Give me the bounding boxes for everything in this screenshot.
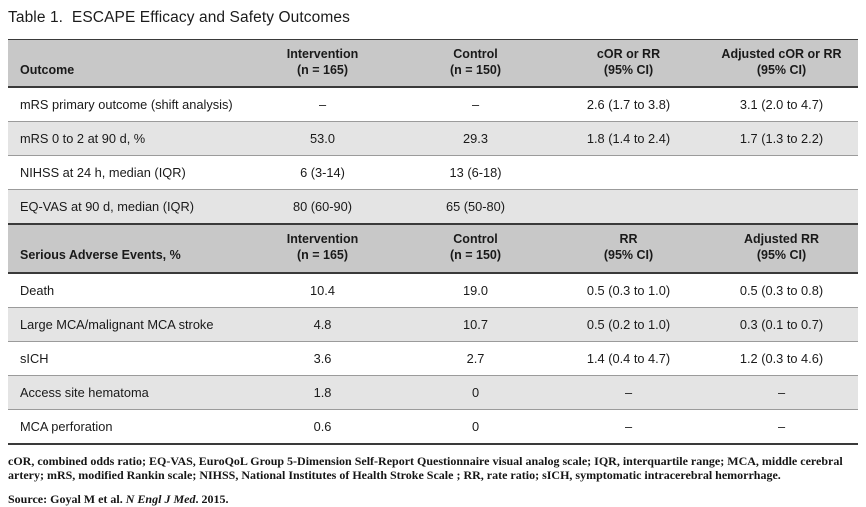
section-header-1: Serious Adverse Events, % Intervention (n … [8, 223, 858, 274]
value-cell: – [471, 97, 480, 113]
outcome-cell: EQ-VAS at 90 d, median (IQR) [8, 189, 246, 225]
value-cell: 3.1 (2.0 to 4.7) [739, 97, 824, 113]
column-header: Intervention (n = 165) [246, 39, 399, 89]
source-suffix: . 2015. [195, 491, 229, 506]
table-row: NIHSS at 24 h, median (IQR) 6 (3-14) 13 (6… [8, 155, 858, 190]
value-cell: 10.7 [399, 306, 552, 341]
value-cell: 10.4 [310, 282, 335, 298]
value-cell: 2.7 [399, 340, 552, 375]
table-row: EQ-VAS at 90 d, median (IQR) 80 (60-90) 65… [8, 189, 858, 225]
value-cell: – [552, 374, 705, 409]
escape-outcomes-table: Outcome Intervention (n = 165) Control (n = … [8, 39, 858, 445]
value-cell: 1.7 (1.3 to 2.2) [705, 121, 858, 156]
table-row: sICH 3.6 2.7 1.4 (0.4 to 4.7) 1.2 (0.3 to 4.… [8, 340, 858, 375]
column-header: Adjusted cOR or RR (95% CI) [705, 39, 858, 89]
value-cell: – [318, 97, 327, 113]
value-cell [705, 189, 858, 225]
column-header: cOR or RR (95% CI) [552, 39, 705, 89]
value-cell [705, 155, 858, 190]
value-cell: 53.0 [246, 121, 399, 156]
column-header: Control (n = 150) [399, 223, 552, 274]
column-header: Outcome [8, 39, 246, 89]
outcome-cell: MCA perforation [8, 408, 246, 444]
column-header: Serious Adverse Events, % [8, 223, 246, 274]
source-line: Source: Goyal M et al. N Engl J Med. 201… [8, 492, 858, 507]
table-row: MCA perforation 0.6 0– – [8, 408, 858, 444]
section-header-row: Outcome Intervention (n = 165) Control (n = … [8, 39, 858, 89]
column-header: Adjusted RR (95% CI) [705, 223, 858, 274]
value-cell: 1.2 (0.3 to 4.6) [705, 340, 858, 375]
table-title: Table 1. ESCAPE Efficacy and Safety Outc… [8, 9, 350, 26]
value-cell: 2.6 (1.7 to 3.8) [586, 97, 671, 113]
value-cell: 1.8 [246, 374, 399, 409]
value-cell: 29.3 [399, 121, 552, 156]
value-cell: 13 (6-18) [399, 155, 552, 190]
section-header-0: Outcome Intervention (n = 165) Control (n = … [8, 39, 858, 89]
value-cell: 4.8 [246, 306, 399, 341]
value-cell: 0 [399, 408, 552, 444]
value-cell: 0 [399, 374, 552, 409]
value-cell: 1.4 (0.4 to 4.7) [552, 340, 705, 375]
value-cell: 0.6 [246, 408, 399, 444]
outcome-cell: Death [20, 282, 55, 298]
section-header-row: Serious Adverse Events, % Intervention (n … [8, 223, 858, 274]
outcome-cell: Large MCA/malignant MCA stroke [8, 306, 246, 341]
value-cell: – [552, 408, 705, 444]
value-cell: 6 (3-14) [246, 155, 399, 190]
column-header: Intervention (n = 165) [246, 223, 399, 274]
table-row: mRS 0 to 2 at 90 d, % 53.0 29.3 1.8 (1.4 to… [8, 121, 858, 156]
value-cell: 0.5 (0.2 to 1.0) [552, 306, 705, 341]
abbreviations-footnote: cOR, combined odds ratio; EQ-VAS, EuroQo… [8, 453, 843, 483]
value-cell: 0.5 (0.3 to 0.8) [739, 282, 824, 298]
outcome-cell: sICH [8, 340, 246, 375]
outcome-cell: Access site hematoma [8, 374, 246, 409]
value-cell: 80 (60-90) [246, 189, 399, 225]
value-cell: 0.3 (0.1 to 0.7) [705, 306, 858, 341]
outcome-cell: mRS primary outcome (shift analysis) [20, 97, 233, 113]
outcome-cell: NIHSS at 24 h, median (IQR) [8, 155, 246, 190]
value-cell: – [705, 408, 858, 444]
section-body-0: mRS primary outcome (shift analysis) – – 2.… [8, 87, 858, 225]
source-journal: N Engl J Med [125, 491, 196, 506]
column-header: Control (n = 150) [399, 39, 552, 89]
value-cell [552, 189, 705, 225]
source-prefix: Source: Goyal M et al. [8, 491, 126, 506]
outcome-cell: mRS 0 to 2 at 90 d, % [8, 121, 246, 156]
table-row: Access site hematoma 1.8 0– – [8, 374, 858, 409]
value-cell: 19.0 [463, 282, 488, 298]
section-body-1: Death 10.4 19.0 0.5 (0.3 to 1.0) 0.5 (0.3 to… [8, 273, 858, 444]
table-row: Large MCA/malignant MCA stroke 4.8 10.7 0.5… [8, 306, 858, 341]
value-cell: – [705, 374, 858, 409]
value-cell: 0.5 (0.3 to 1.0) [586, 282, 671, 298]
value-cell: 65 (50-80) [399, 189, 552, 225]
value-cell: 3.6 [246, 340, 399, 375]
table-row: Death 10.4 19.0 0.5 (0.3 to 1.0) 0.5 (0.3 to… [8, 273, 858, 308]
column-header: RR (95% CI) [552, 223, 705, 274]
table-row: mRS primary outcome (shift analysis) – – 2.… [8, 87, 858, 122]
value-cell: 1.8 (1.4 to 2.4) [552, 121, 705, 156]
value-cell [552, 155, 705, 190]
